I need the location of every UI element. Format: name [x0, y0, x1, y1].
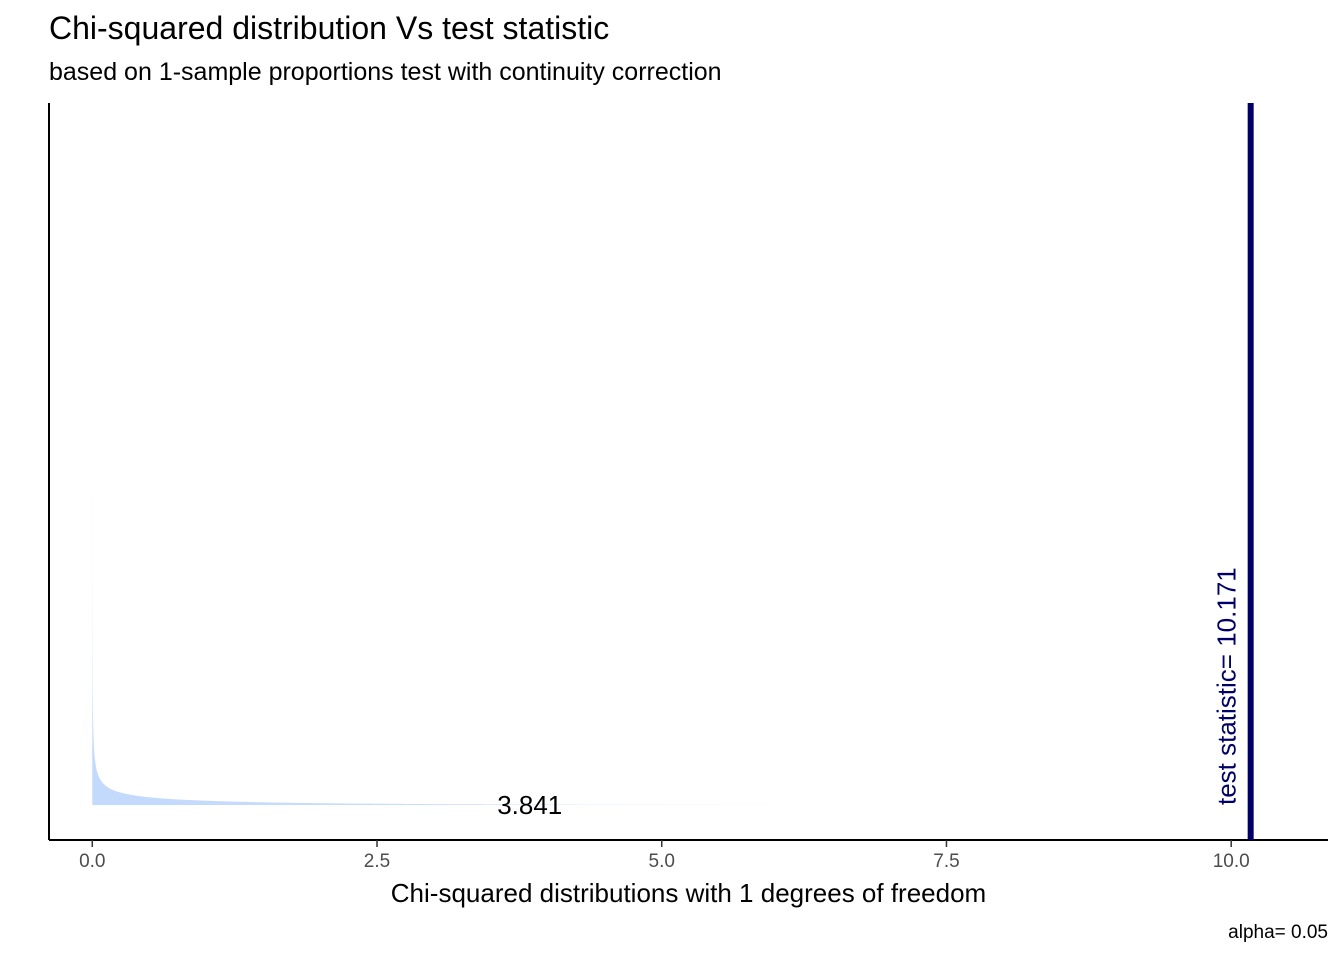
x-tick-label: 0.0 [79, 851, 105, 872]
chart-subtitle: based on 1-sample proportions test with … [49, 58, 722, 86]
x-tick-label: 5.0 [649, 851, 675, 872]
x-axis-title: Chi-squared distributions with 1 degrees… [391, 878, 986, 908]
x-tick-label: 2.5 [364, 851, 390, 872]
x-tick-label: 7.5 [933, 851, 959, 872]
density-area [92, 103, 958, 805]
test-statistic-label: test statistic= 10.171 [1212, 567, 1242, 805]
x-tick-label: 10.0 [1213, 851, 1250, 872]
alpha-caption: alpha= 0.05 [1228, 922, 1328, 943]
critical-value-label: 3.841 [497, 790, 562, 820]
chart-title: Chi-squared distribution Vs test statist… [49, 10, 610, 46]
